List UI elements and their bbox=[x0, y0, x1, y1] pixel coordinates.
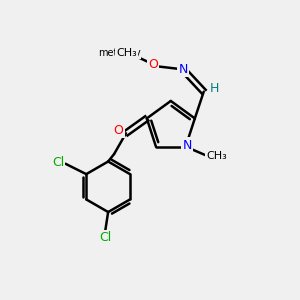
Text: Cl: Cl bbox=[52, 156, 64, 169]
Text: methoxy: methoxy bbox=[98, 48, 140, 58]
Text: O: O bbox=[148, 58, 158, 71]
Text: CH₃: CH₃ bbox=[116, 48, 137, 58]
Text: Cl: Cl bbox=[99, 231, 111, 244]
Text: N: N bbox=[178, 63, 188, 76]
Text: methoxy: methoxy bbox=[0, 299, 1, 300]
Text: CH₃: CH₃ bbox=[206, 151, 227, 160]
Text: N: N bbox=[182, 139, 192, 152]
Text: O: O bbox=[114, 124, 124, 137]
Text: H: H bbox=[209, 82, 219, 95]
